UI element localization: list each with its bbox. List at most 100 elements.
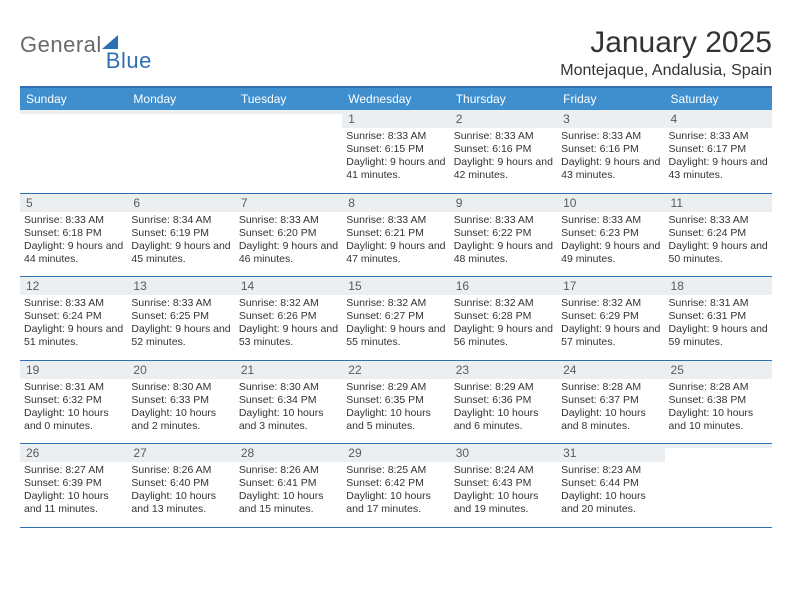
sunrise-text: Sunrise: 8:26 AM <box>131 464 230 477</box>
sunset-text: Sunset: 6:25 PM <box>131 310 230 323</box>
sunset-text: Sunset: 6:41 PM <box>239 477 338 490</box>
day-cell: 3 Sunrise: 8:33 AMSunset: 6:16 PMDaylight… <box>557 110 664 193</box>
day-number: 12 <box>26 279 121 293</box>
day-cell: 31Sunrise: 8:23 AMSunset: 6:44 PMDayligh… <box>557 444 664 527</box>
sunrise-text: Sunrise: 8:33 AM <box>131 297 230 310</box>
sunset-text: Sunset: 6:20 PM <box>239 227 338 240</box>
daylight-text: Daylight: 9 hours and 47 minutes. <box>346 240 445 266</box>
title-block: January 2025 Montejaque, Andalusia, Spai… <box>560 26 772 80</box>
daylight-text: Daylight: 9 hours and 42 minutes. <box>454 156 553 182</box>
daylight-text: Daylight: 10 hours and 3 minutes. <box>239 407 338 433</box>
daylight-text: Daylight: 10 hours and 17 minutes. <box>346 490 445 516</box>
day-number-bar: 13 <box>127 277 234 295</box>
day-cell: 5Sunrise: 8:33 AMSunset: 6:18 PMDaylight… <box>20 194 127 277</box>
sunrise-text: Sunrise: 8:33 AM <box>346 130 445 143</box>
sunset-text: Sunset: 6:44 PM <box>561 477 660 490</box>
sunset-text: Sunset: 6:21 PM <box>346 227 445 240</box>
day-number: 3 <box>563 112 658 126</box>
day-number: 6 <box>133 196 228 210</box>
brand-triangle-icon <box>102 35 118 49</box>
sunrise-text: Sunrise: 8:33 AM <box>24 214 123 227</box>
daylight-text: Daylight: 9 hours and 44 minutes. <box>24 240 123 266</box>
sunset-text: Sunset: 6:16 PM <box>454 143 553 156</box>
sunset-text: Sunset: 6:40 PM <box>131 477 230 490</box>
day-number-bar: 6 <box>127 194 234 212</box>
day-number-bar: 8 <box>342 194 449 212</box>
day-number: 13 <box>133 279 228 293</box>
daylight-text: Daylight: 9 hours and 56 minutes. <box>454 323 553 349</box>
sunset-text: Sunset: 6:36 PM <box>454 394 553 407</box>
day-cell: 30Sunrise: 8:24 AMSunset: 6:43 PMDayligh… <box>450 444 557 527</box>
day-number-bar: 29 <box>342 444 449 462</box>
sunrise-text: Sunrise: 8:29 AM <box>346 381 445 394</box>
day-cell: 20Sunrise: 8:30 AMSunset: 6:33 PMDayligh… <box>127 361 234 444</box>
sunset-text: Sunset: 6:42 PM <box>346 477 445 490</box>
dow-sunday: Sunday <box>20 88 127 110</box>
page-root: General Blue January 2025 Montejaque, An… <box>0 0 792 528</box>
daylight-text: Daylight: 9 hours and 43 minutes. <box>561 156 660 182</box>
day-number-bar: 12 <box>20 277 127 295</box>
day-number: 21 <box>241 363 336 377</box>
day-cell: 22Sunrise: 8:29 AMSunset: 6:35 PMDayligh… <box>342 361 449 444</box>
day-cell: 14Sunrise: 8:32 AMSunset: 6:26 PMDayligh… <box>235 277 342 360</box>
day-number: 28 <box>241 446 336 460</box>
day-number: 15 <box>348 279 443 293</box>
sunset-text: Sunset: 6:34 PM <box>239 394 338 407</box>
day-cell: 25Sunrise: 8:28 AMSunset: 6:38 PMDayligh… <box>665 361 772 444</box>
daylight-text: Daylight: 10 hours and 0 minutes. <box>24 407 123 433</box>
sunrise-text: Sunrise: 8:33 AM <box>669 130 768 143</box>
day-number-bar <box>665 444 772 448</box>
daylight-text: Daylight: 10 hours and 8 minutes. <box>561 407 660 433</box>
day-number-bar: 24 <box>557 361 664 379</box>
sunset-text: Sunset: 6:22 PM <box>454 227 553 240</box>
day-number-bar: 14 <box>235 277 342 295</box>
sunrise-text: Sunrise: 8:33 AM <box>454 214 553 227</box>
month-title: January 2025 <box>560 26 772 60</box>
daylight-text: Daylight: 10 hours and 5 minutes. <box>346 407 445 433</box>
daylight-text: Daylight: 9 hours and 45 minutes. <box>131 240 230 266</box>
sunrise-text: Sunrise: 8:32 AM <box>561 297 660 310</box>
sunset-text: Sunset: 6:39 PM <box>24 477 123 490</box>
day-number: 24 <box>563 363 658 377</box>
day-cell: 4Sunrise: 8:33 AMSunset: 6:17 PMDaylight… <box>665 110 772 193</box>
weeks-container: 1Sunrise: 8:33 AMSunset: 6:15 PMDaylight… <box>20 110 772 528</box>
day-number-bar: 7 <box>235 194 342 212</box>
sunset-text: Sunset: 6:33 PM <box>131 394 230 407</box>
calendar: Sunday Monday Tuesday Wednesday Thursday… <box>20 86 772 528</box>
sunset-text: Sunset: 6:24 PM <box>24 310 123 323</box>
day-number-bar: 2 <box>450 110 557 128</box>
week-row: 19Sunrise: 8:31 AMSunset: 6:32 PMDayligh… <box>20 361 772 445</box>
day-number-bar: 27 <box>127 444 234 462</box>
day-cell: 13 Sunrise: 8:33 AMSunset: 6:25 PMDayligh… <box>127 277 234 360</box>
day-number: 31 <box>563 446 658 460</box>
daylight-text: Daylight: 9 hours and 55 minutes. <box>346 323 445 349</box>
brand-part1: General <box>20 32 102 58</box>
day-cell: 26Sunrise: 8:27 AMSunset: 6:39 PMDayligh… <box>20 444 127 527</box>
day-number: 17 <box>563 279 658 293</box>
sunset-text: Sunset: 6:19 PM <box>131 227 230 240</box>
day-of-week-header: Sunday Monday Tuesday Wednesday Thursday… <box>20 88 772 110</box>
sunset-text: Sunset: 6:27 PM <box>346 310 445 323</box>
dow-thursday: Thursday <box>450 88 557 110</box>
day-cell: 27 Sunrise: 8:26 AMSunset: 6:40 PMDayligh… <box>127 444 234 527</box>
sunrise-text: Sunrise: 8:32 AM <box>239 297 338 310</box>
sunrise-text: Sunrise: 8:33 AM <box>561 130 660 143</box>
daylight-text: Daylight: 9 hours and 51 minutes. <box>24 323 123 349</box>
sunrise-text: Sunrise: 8:24 AM <box>454 464 553 477</box>
week-row: 12Sunrise: 8:33 AMSunset: 6:24 PMDayligh… <box>20 277 772 361</box>
day-number-bar: 1 <box>342 110 449 128</box>
sunrise-text: Sunrise: 8:28 AM <box>561 381 660 394</box>
sunrise-text: Sunrise: 8:31 AM <box>669 297 768 310</box>
daylight-text: Daylight: 10 hours and 11 minutes. <box>24 490 123 516</box>
day-cell: 9Sunrise: 8:33 AMSunset: 6:22 PMDaylight… <box>450 194 557 277</box>
day-number: 30 <box>456 446 551 460</box>
day-number-bar: 25 <box>665 361 772 379</box>
sunset-text: Sunset: 6:16 PM <box>561 143 660 156</box>
day-number: 19 <box>26 363 121 377</box>
day-number-bar <box>20 110 127 114</box>
daylight-text: Daylight: 10 hours and 13 minutes. <box>131 490 230 516</box>
day-number: 2 <box>456 112 551 126</box>
daylight-text: Daylight: 9 hours and 52 minutes. <box>131 323 230 349</box>
day-number: 25 <box>671 363 766 377</box>
sunset-text: Sunset: 6:43 PM <box>454 477 553 490</box>
